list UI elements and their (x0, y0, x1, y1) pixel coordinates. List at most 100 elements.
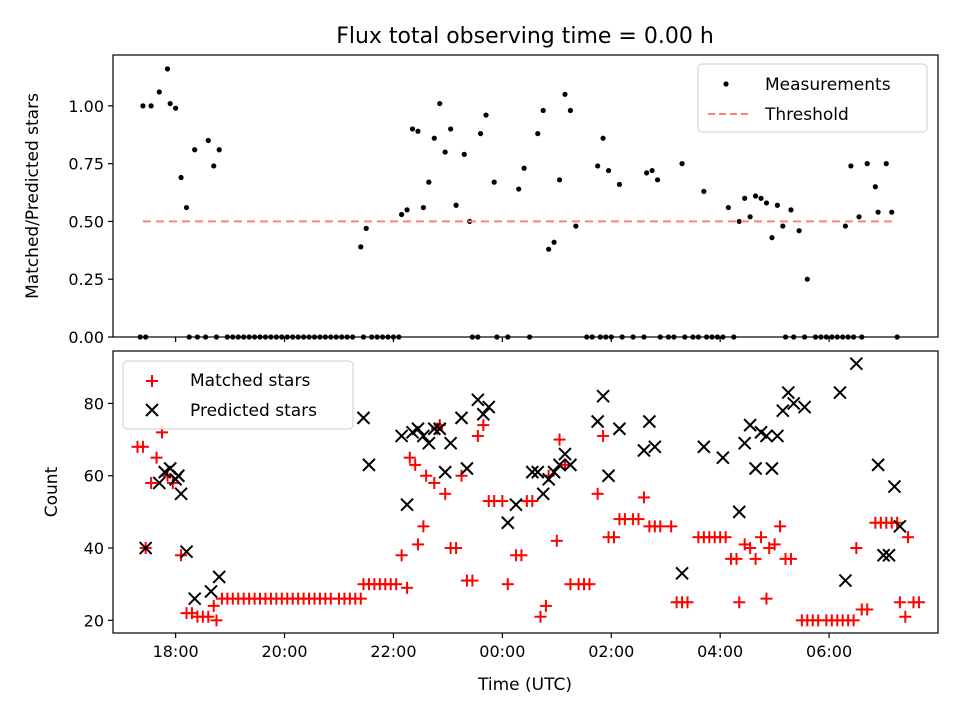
matched-stars-point (207, 599, 220, 612)
count-y-axis-label: Count (42, 466, 62, 517)
measurements-point (442, 149, 448, 155)
matched-stars-point (409, 458, 422, 471)
predicted-stars-point (525, 465, 540, 479)
predicted-stars-point (531, 465, 545, 479)
measurements-point (183, 204, 190, 211)
matched-stars-point (420, 469, 433, 482)
matched-stars-point (395, 549, 408, 562)
measurements-point (140, 103, 146, 109)
measurements-point (404, 207, 410, 213)
matched-stars-point (477, 419, 490, 432)
matched-stars-point (202, 610, 215, 623)
measurements-point (725, 204, 731, 211)
predicted-stars-point (601, 469, 616, 483)
matched-stars-point (150, 451, 163, 464)
measurements-point (679, 161, 685, 167)
measurements-point (167, 100, 173, 107)
measurements-point (736, 218, 742, 225)
matched-stars-point (455, 469, 468, 482)
count-y-tick-label: 40 (84, 539, 104, 558)
predicted-stars-point (138, 541, 153, 555)
matched-stars-point (175, 549, 188, 562)
matched-stars-point (912, 596, 925, 609)
predicted-stars-point (536, 487, 550, 501)
ratio-panel: 0.00 0.25 0.50 0.75 1.00 Matched/Predicted s… (23, 54, 939, 347)
measurements-point (483, 112, 489, 118)
x-tick-label: 06:00 (806, 642, 852, 661)
ratio-legend: Measurements Threshold (697, 63, 928, 133)
x-tick-label: 18:00 (153, 642, 199, 661)
x-tick-label: 22:00 (370, 642, 416, 661)
matched-stars-point (210, 614, 223, 627)
predicted-stars-point (765, 461, 779, 476)
matched-stars-point (632, 513, 645, 526)
ratio-legend-box (697, 63, 928, 133)
matched-stars-point (861, 603, 874, 616)
matched-stars-point (450, 542, 463, 555)
measurements-point (148, 103, 154, 109)
count-y-tick-label: 20 (84, 611, 104, 630)
measurements-point (796, 228, 802, 234)
predicted-stars-point (637, 443, 651, 458)
measurements-point (654, 177, 661, 183)
measurements-point (216, 147, 222, 153)
count-panel: 18:00 20:00 22:00 00:00 02:00 04:00 06:00 20 40 6… (42, 350, 939, 695)
predicted-stars-point (558, 447, 572, 461)
predicted-stars-point (882, 548, 896, 562)
predicted-stars-point (356, 411, 371, 425)
matched-stars-point (902, 531, 915, 544)
predicted-stars-point (675, 566, 689, 581)
matched-stars-point (847, 614, 860, 627)
predicted-stars-point (871, 458, 885, 472)
predicted-stars-point (454, 411, 469, 425)
measurements-point (164, 66, 171, 72)
matched-stars-point (768, 538, 781, 551)
predicted-stars-point (416, 429, 431, 443)
measurements-point (600, 135, 606, 141)
predicted-stars-point (697, 440, 711, 454)
predicted-stars-point (509, 497, 523, 512)
measurements-point (399, 211, 405, 218)
measurements-point (540, 107, 546, 114)
measurements-point (211, 163, 217, 169)
matched-stars-point (637, 491, 650, 504)
matched-legend-label: Matched stars (190, 371, 310, 391)
measurements-point (701, 188, 707, 194)
predicted-stars-point (394, 429, 409, 443)
measurements-point (780, 223, 786, 229)
measurements-point (595, 163, 601, 169)
count-legend-box (122, 360, 354, 430)
ratio-y-tick-label: 0.50 (68, 212, 104, 231)
predicted-legend-label: Predicted stars (190, 401, 317, 421)
measurements-point (173, 105, 179, 111)
ratio-panel-frame (112, 54, 939, 338)
matched-stars-point (893, 596, 906, 609)
measurements-point (192, 147, 198, 153)
matched-stars-point (665, 520, 678, 533)
matched-stars-point (899, 610, 912, 623)
measurements-point (562, 91, 568, 97)
predicted-stars-point (849, 356, 864, 371)
predicted-stars-point (590, 414, 605, 429)
matched-stars-point (539, 599, 552, 612)
predicted-stars-point (563, 458, 578, 472)
measurements-point (774, 202, 780, 208)
matched-stars-point (733, 596, 746, 609)
predicted-stars-point (174, 487, 188, 501)
ratio-y-tick-label: 0.25 (68, 270, 104, 289)
measurements-point (605, 167, 612, 174)
measurements-point (556, 177, 563, 183)
matched-stars-point (466, 574, 479, 587)
predicted-stars-point (612, 422, 627, 436)
matched-stars-point (496, 495, 509, 508)
predicted-stars-point (838, 573, 853, 588)
measurements-point (409, 126, 416, 132)
measurements-point (535, 130, 541, 137)
matched-stars-point (583, 578, 596, 591)
x-tick-label: 20:00 (261, 642, 307, 661)
count-y-tick-label: 80 (84, 394, 104, 413)
predicted-stars-point (482, 400, 496, 414)
predicted-stars-point (460, 461, 474, 476)
matched-stars-point (654, 520, 667, 533)
